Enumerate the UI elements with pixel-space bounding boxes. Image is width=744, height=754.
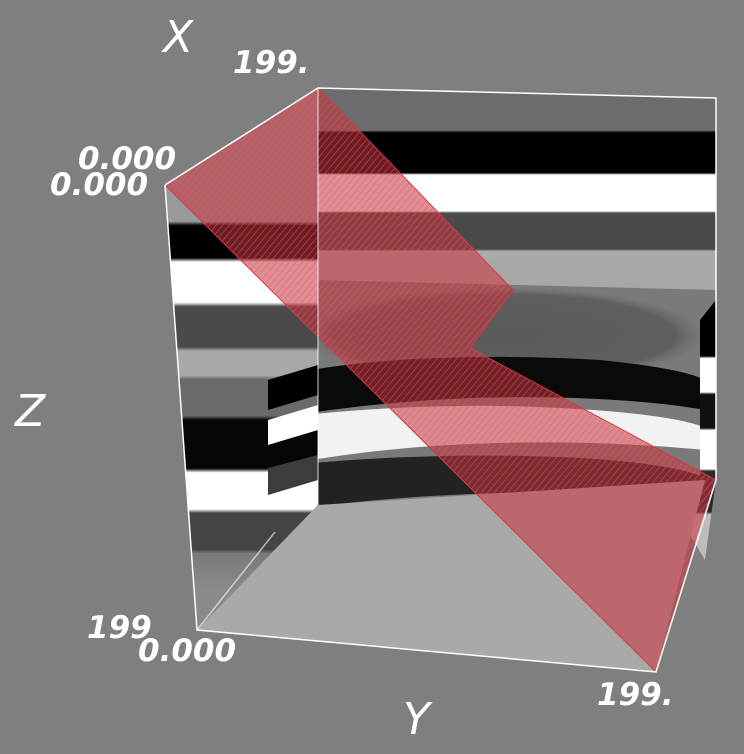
bounding-box [164, 87, 717, 673]
z-axis-label: Z [15, 386, 46, 437]
x-axis-label: X [163, 12, 194, 63]
y-max-tick: 199. [597, 677, 674, 713]
x-min-tick: 0.000 [78, 141, 177, 177]
z-bottom-tick: 199 [87, 610, 152, 646]
y-axis-label: Y [403, 694, 430, 745]
z-top-tick: 0.000 [50, 167, 149, 203]
x-max-tick: 199. [233, 45, 310, 81]
y-min-tick: 0.000 [138, 633, 237, 669]
